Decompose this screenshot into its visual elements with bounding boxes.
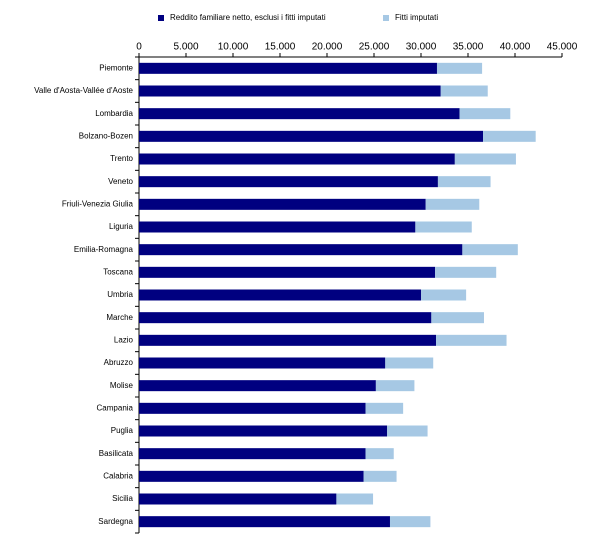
bar-segment (431, 312, 484, 324)
bar-segment (425, 198, 480, 210)
x-tick-label: 40.000 (500, 42, 531, 53)
x-tick-label: 25.000 (359, 42, 390, 53)
bar-segment (365, 402, 404, 414)
y-tick-label: Friuli-Venezia Giulia (62, 199, 134, 208)
bar-segment (454, 153, 516, 165)
y-tick-label: Piemonte (99, 63, 133, 72)
bar-segment (139, 448, 366, 460)
bar-segment (365, 448, 394, 460)
x-tick-label: 30.000 (406, 42, 437, 53)
y-tick-label: Molise (110, 381, 134, 390)
legend-swatch (383, 15, 389, 21)
bar-segment (139, 244, 463, 256)
x-tick-label: 20.000 (312, 42, 343, 53)
bar-segment (385, 357, 434, 369)
y-tick-label: Liguria (109, 222, 134, 231)
bar-segment (139, 334, 437, 346)
bar-segment (336, 493, 374, 505)
bar-segment (363, 470, 397, 482)
bar-segment (139, 289, 421, 301)
bar-segment (139, 516, 390, 528)
x-tick-label: 10.000 (218, 42, 249, 53)
y-tick-label: Lombardia (95, 109, 133, 118)
bar-segment (440, 85, 488, 97)
y-tick-label: Puglia (111, 426, 134, 435)
y-tick-label: Bolzano-Bozen (79, 131, 133, 140)
bar-segment (139, 176, 438, 188)
bar-segment (139, 357, 386, 369)
y-tick-label: Marche (106, 313, 133, 322)
x-tick-label: 5.000 (173, 42, 198, 53)
bar-segment (139, 85, 441, 97)
bar-segment (436, 62, 483, 74)
legend-label: Fitti imputati (395, 13, 438, 22)
bar-segment (139, 130, 484, 142)
bar-segment (459, 108, 511, 120)
bar-segment (437, 176, 491, 188)
bar-segment (387, 425, 428, 437)
y-tick-label: Lazio (114, 335, 134, 344)
bar-segment (139, 425, 388, 437)
x-tick-label: 35.000 (453, 42, 484, 53)
bar-segment (435, 266, 497, 278)
y-tick-label: Abruzzo (104, 358, 134, 367)
y-tick-label: Basilicata (99, 449, 134, 458)
legend-swatch (158, 15, 164, 21)
bar-segment (436, 334, 507, 346)
bar-segment (389, 516, 431, 528)
y-tick-label: Umbria (107, 290, 133, 299)
x-tick-label: 0 (136, 42, 142, 53)
bar-segment (483, 130, 536, 142)
bar-segment (462, 244, 518, 256)
y-tick-label: Veneto (108, 177, 133, 186)
x-tick-label: 15.000 (265, 42, 296, 53)
y-tick-label: Toscana (103, 267, 133, 276)
bar-segment (375, 380, 415, 392)
bar-segment (139, 402, 366, 414)
bar-segment (415, 221, 472, 233)
bar-segment (139, 493, 337, 505)
y-tick-label: Valle d'Aosta-Vallée d'Aoste (34, 86, 133, 95)
bar-segment (139, 266, 436, 278)
bar-segment (139, 153, 455, 165)
bar-segment (139, 221, 416, 233)
bar-segment (139, 108, 460, 120)
y-tick-label: Sicilia (112, 494, 133, 503)
y-tick-label: Calabria (103, 471, 133, 480)
y-tick-label: Trento (110, 154, 133, 163)
y-tick-label: Campania (97, 403, 134, 412)
legend-label: Reddito familiare netto, esclusi i fitti… (170, 13, 326, 22)
bar-segment (139, 312, 432, 324)
y-tick-label: Sardegna (98, 517, 133, 526)
bar-segment (139, 62, 437, 74)
bar-segment (139, 470, 364, 482)
bar-segment (139, 380, 376, 392)
x-tick-label: 45.000 (547, 42, 578, 53)
y-tick-label: Emilia-Romagna (74, 245, 134, 254)
bar-segment (421, 289, 467, 301)
bar-segment (139, 198, 426, 210)
